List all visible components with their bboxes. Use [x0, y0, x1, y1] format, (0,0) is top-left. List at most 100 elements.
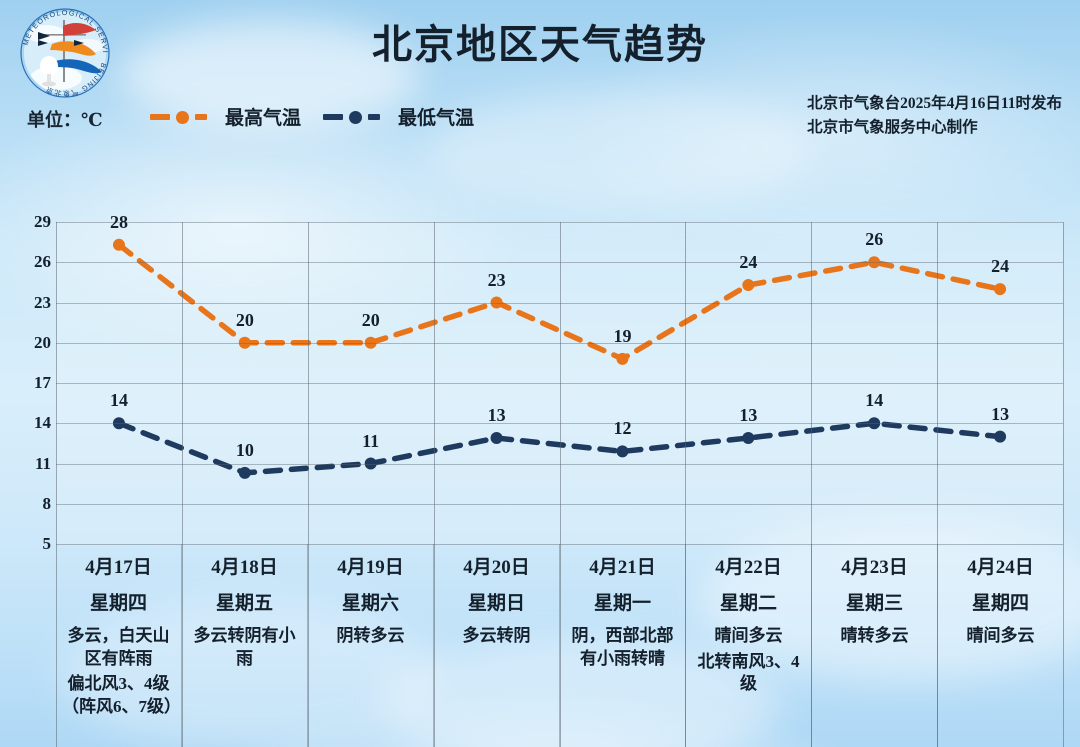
data-point-marker — [112, 238, 125, 251]
data-point-label: 13 — [487, 405, 506, 425]
forecast-date: 4月21日 — [589, 557, 656, 578]
forecast-day-column[interactable]: 4月23日星期三晴转多云 — [811, 544, 937, 747]
data-point-marker — [616, 352, 629, 365]
data-point-label: 20 — [361, 309, 380, 330]
data-point-label: 13 — [739, 405, 758, 425]
data-point-marker — [238, 466, 251, 479]
forecast-day-column[interactable]: 4月24日星期四晴间多云 — [937, 544, 1063, 747]
data-point-marker — [868, 417, 881, 430]
forecast-day-column[interactable]: 4月22日星期二晴间多云北转南风3、4级 — [685, 544, 811, 747]
data-point-label: 23 — [487, 269, 506, 290]
data-point-label: 20 — [235, 309, 254, 330]
series-line-最高气温 — [116, 242, 1003, 362]
gridline-vertical — [56, 222, 57, 747]
data-point-label: 12 — [613, 418, 632, 439]
forecast-condition: 阴，西部北部有小雨转晴 — [571, 626, 674, 668]
forecast-condition: 阴转多云 — [336, 626, 405, 645]
forecast-weekday: 星期五 — [215, 593, 273, 614]
issuer-line-1: 北京市气象台2025年4月16日11时发布 — [807, 95, 1062, 112]
forecast-condition: 多云转阴有小雨 — [193, 626, 296, 668]
forecast-day-column[interactable]: 4月20日星期日多云转阴 — [433, 544, 559, 747]
data-point-marker — [490, 432, 503, 445]
data-point-label: 10 — [235, 439, 254, 460]
data-point-label: 26 — [865, 229, 884, 250]
unit-label: 单位：℃ — [27, 110, 103, 130]
forecast-day-column[interactable]: 4月21日星期一阴，西部北部有小雨转晴 — [559, 544, 685, 747]
forecast-condition: 晴间多云 — [714, 626, 783, 645]
y-axis-tick-label: 5 — [42, 534, 52, 553]
data-point-marker — [364, 457, 377, 470]
y-axis-tick-label: 14 — [34, 413, 51, 433]
data-point-label: 14 — [109, 390, 128, 411]
y-axis-tick-label: 29 — [34, 212, 51, 231]
data-point-marker — [994, 430, 1007, 443]
gridline-vertical — [811, 222, 813, 747]
forecast-weekday: 星期四 — [971, 593, 1029, 614]
data-point-label: 14 — [865, 390, 884, 411]
data-point-marker — [742, 279, 755, 292]
issuer-line-2: 北京市气象服务中心制作 — [807, 119, 978, 137]
forecast-condition: 多云转阴 — [462, 626, 531, 645]
data-point-marker — [490, 296, 503, 309]
forecast-date: 4月20日 — [463, 557, 530, 578]
forecast-date: 4月19日 — [337, 557, 404, 578]
forecast-condition: 晴间多云 — [966, 626, 1035, 645]
gridline-vertical — [559, 222, 561, 747]
forecast-day-column[interactable]: 4月17日 星期四 多云，白天山区有阵雨 偏北风3、4级（阵风6、7级） — [56, 544, 181, 747]
forecast-wind: 偏北风3、4级（阵风6、7级） — [62, 674, 181, 716]
legend-item-high: 最高气温 — [150, 103, 301, 130]
y-axis-tick-label: 11 — [34, 453, 51, 473]
chart-plot-area: 5 8 11 14 17 20 23 26 29 28 20 20 23 19 24 26 24 14 10 11 13… — [34, 212, 1064, 747]
forecast-day-column[interactable]: 4月18日星期五多云转阴有小雨 — [181, 544, 307, 747]
data-point-label: 19 — [613, 325, 632, 346]
y-axis-tick-label: 26 — [34, 252, 51, 272]
y-axis-tick-label: 23 — [34, 292, 51, 312]
data-point-label: 24 — [991, 256, 1010, 277]
y-axis-tick-label: 20 — [34, 332, 51, 352]
page-title: 北京地区天气趋势 — [372, 22, 708, 67]
forecast-wind: 北转南风3、4级 — [697, 651, 800, 694]
forecast-weekday: 星期二 — [719, 593, 777, 614]
forecast-weekday: 星期一 — [593, 593, 651, 614]
forecast-date: 4月23日 — [841, 557, 908, 578]
forecast-day-table: 4月17日 星期四 多云，白天山区有阵雨 偏北风3、4级（阵风6、7级） 4月18日 星期… — [56, 544, 1063, 747]
data-point-label: 28 — [109, 211, 128, 232]
legend-swatch-low-icon — [323, 109, 391, 125]
data-point-marker — [616, 445, 629, 458]
forecast-day-column[interactable]: 4月19日星期六阴转多云 — [307, 544, 433, 747]
forecast-date: 4月18日 — [211, 557, 278, 578]
forecast-date: 4月17日 — [85, 557, 152, 578]
temperature-trend-chart: 5 8 11 14 17 20 23 26 29 28 20 20 23 19 24 26 24 14 10 11 13… — [0, 170, 1080, 747]
y-axis-tick-label: 8 — [42, 493, 52, 513]
gridline-vertical — [433, 222, 435, 747]
gridline-vertical — [685, 222, 687, 747]
legend-label-low: 最低气温 — [398, 108, 475, 129]
gridline-vertical — [937, 222, 939, 747]
chart-legend: 最高气温 最低气温 — [150, 103, 474, 130]
y-axis-tick-label: 17 — [34, 373, 51, 392]
data-point-marker — [868, 256, 881, 269]
forecast-condition: 多云，白天山区有阵雨 — [67, 626, 170, 668]
data-point-marker — [742, 432, 755, 445]
forecast-weekday: 星期六 — [341, 593, 399, 614]
forecast-date: 4月24日 — [967, 557, 1034, 578]
data-point-marker — [112, 417, 125, 430]
data-point-marker — [364, 336, 377, 349]
legend-label-high: 最高气温 — [225, 108, 302, 129]
gridline-vertical — [307, 222, 309, 747]
data-point-label: 11 — [362, 430, 380, 451]
legend-swatch-high-icon — [150, 109, 218, 125]
gridline-vertical — [1063, 222, 1064, 747]
data-point-marker — [994, 283, 1007, 296]
data-point-marker — [238, 336, 251, 349]
data-point-label: 13 — [991, 403, 1010, 424]
forecast-weekday: 星期日 — [467, 593, 525, 614]
gridline-vertical — [181, 222, 183, 747]
issuer-block: 北京市气象台2025年4月16日11时发布 北京市气象服务中心制作 — [807, 92, 1062, 140]
beijing-meteorological-service-logo-icon: METEOROLOGICAL SERVICE BEIJING 气象北京 — [13, 0, 114, 102]
forecast-condition: 晴转多云 — [840, 626, 909, 645]
forecast-date: 4月22日 — [715, 557, 782, 578]
legend-item-low: 最低气温 — [323, 103, 474, 130]
forecast-weekday: 星期三 — [845, 593, 903, 614]
